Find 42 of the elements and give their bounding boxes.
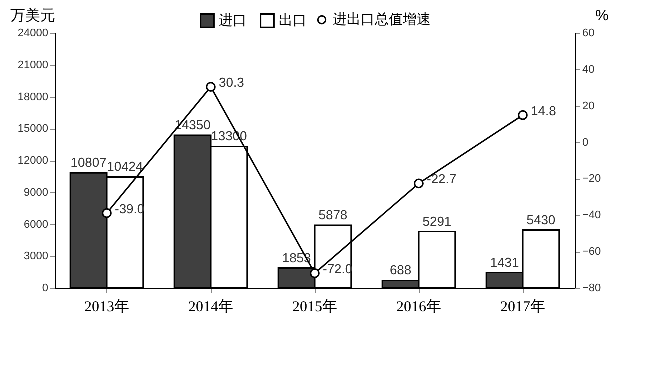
data-label: 10424: [107, 159, 144, 174]
data-label: 14.8: [531, 103, 556, 118]
x-tick-label: 2013年: [84, 298, 130, 316]
data-label: 1431: [490, 254, 520, 270]
y2-tick-label: −20: [582, 173, 602, 186]
y-tick-label: 15000: [18, 123, 48, 136]
y2-tick-label: 0: [582, 136, 589, 149]
y-tick-label: 3000: [24, 250, 48, 263]
y2-tick-label: 20: [582, 100, 595, 112]
data-label: 10807: [70, 155, 107, 170]
data-label: 5878: [318, 208, 348, 223]
y2-tick-label: 60: [582, 28, 595, 40]
data-label: 30.3: [219, 75, 244, 90]
y2-tick-label: −80: [582, 282, 602, 294]
y-axis-title: 万美元: [10, 8, 56, 24]
point: [102, 208, 112, 218]
data-label: 5430: [526, 212, 556, 228]
y-tick-label: 24000: [18, 28, 48, 40]
y2-tick-label: −40: [582, 210, 602, 222]
legend-label: 进出口总值增速: [333, 11, 431, 27]
y-tick-label: 0: [42, 282, 48, 294]
legend-label: 出口: [279, 12, 307, 28]
point: [310, 268, 320, 278]
point: [414, 178, 424, 189]
data-label: 688: [390, 262, 412, 278]
data-label: 5291: [422, 214, 452, 229]
y-tick-label: 12000: [18, 155, 48, 167]
x-tick-label: 2017年: [500, 298, 546, 316]
x-tick-label: 2016年: [396, 298, 442, 316]
y2-tick-label: −60: [582, 246, 602, 258]
y-tick-label: 21000: [18, 59, 48, 72]
y-tick-label: 18000: [18, 91, 48, 104]
data-label: -22.7: [427, 172, 457, 187]
x-tick-label: 2015年: [292, 298, 338, 316]
y-tick-label: 9000: [24, 186, 48, 199]
y2-tick-label: 40: [582, 64, 595, 76]
point: [518, 110, 528, 120]
y2-axis-title: %: [596, 8, 609, 24]
point: [206, 82, 216, 92]
legend-label: 进口: [219, 12, 247, 28]
x-tick-label: 2014年: [188, 298, 234, 316]
y-tick-label: 6000: [24, 218, 48, 231]
